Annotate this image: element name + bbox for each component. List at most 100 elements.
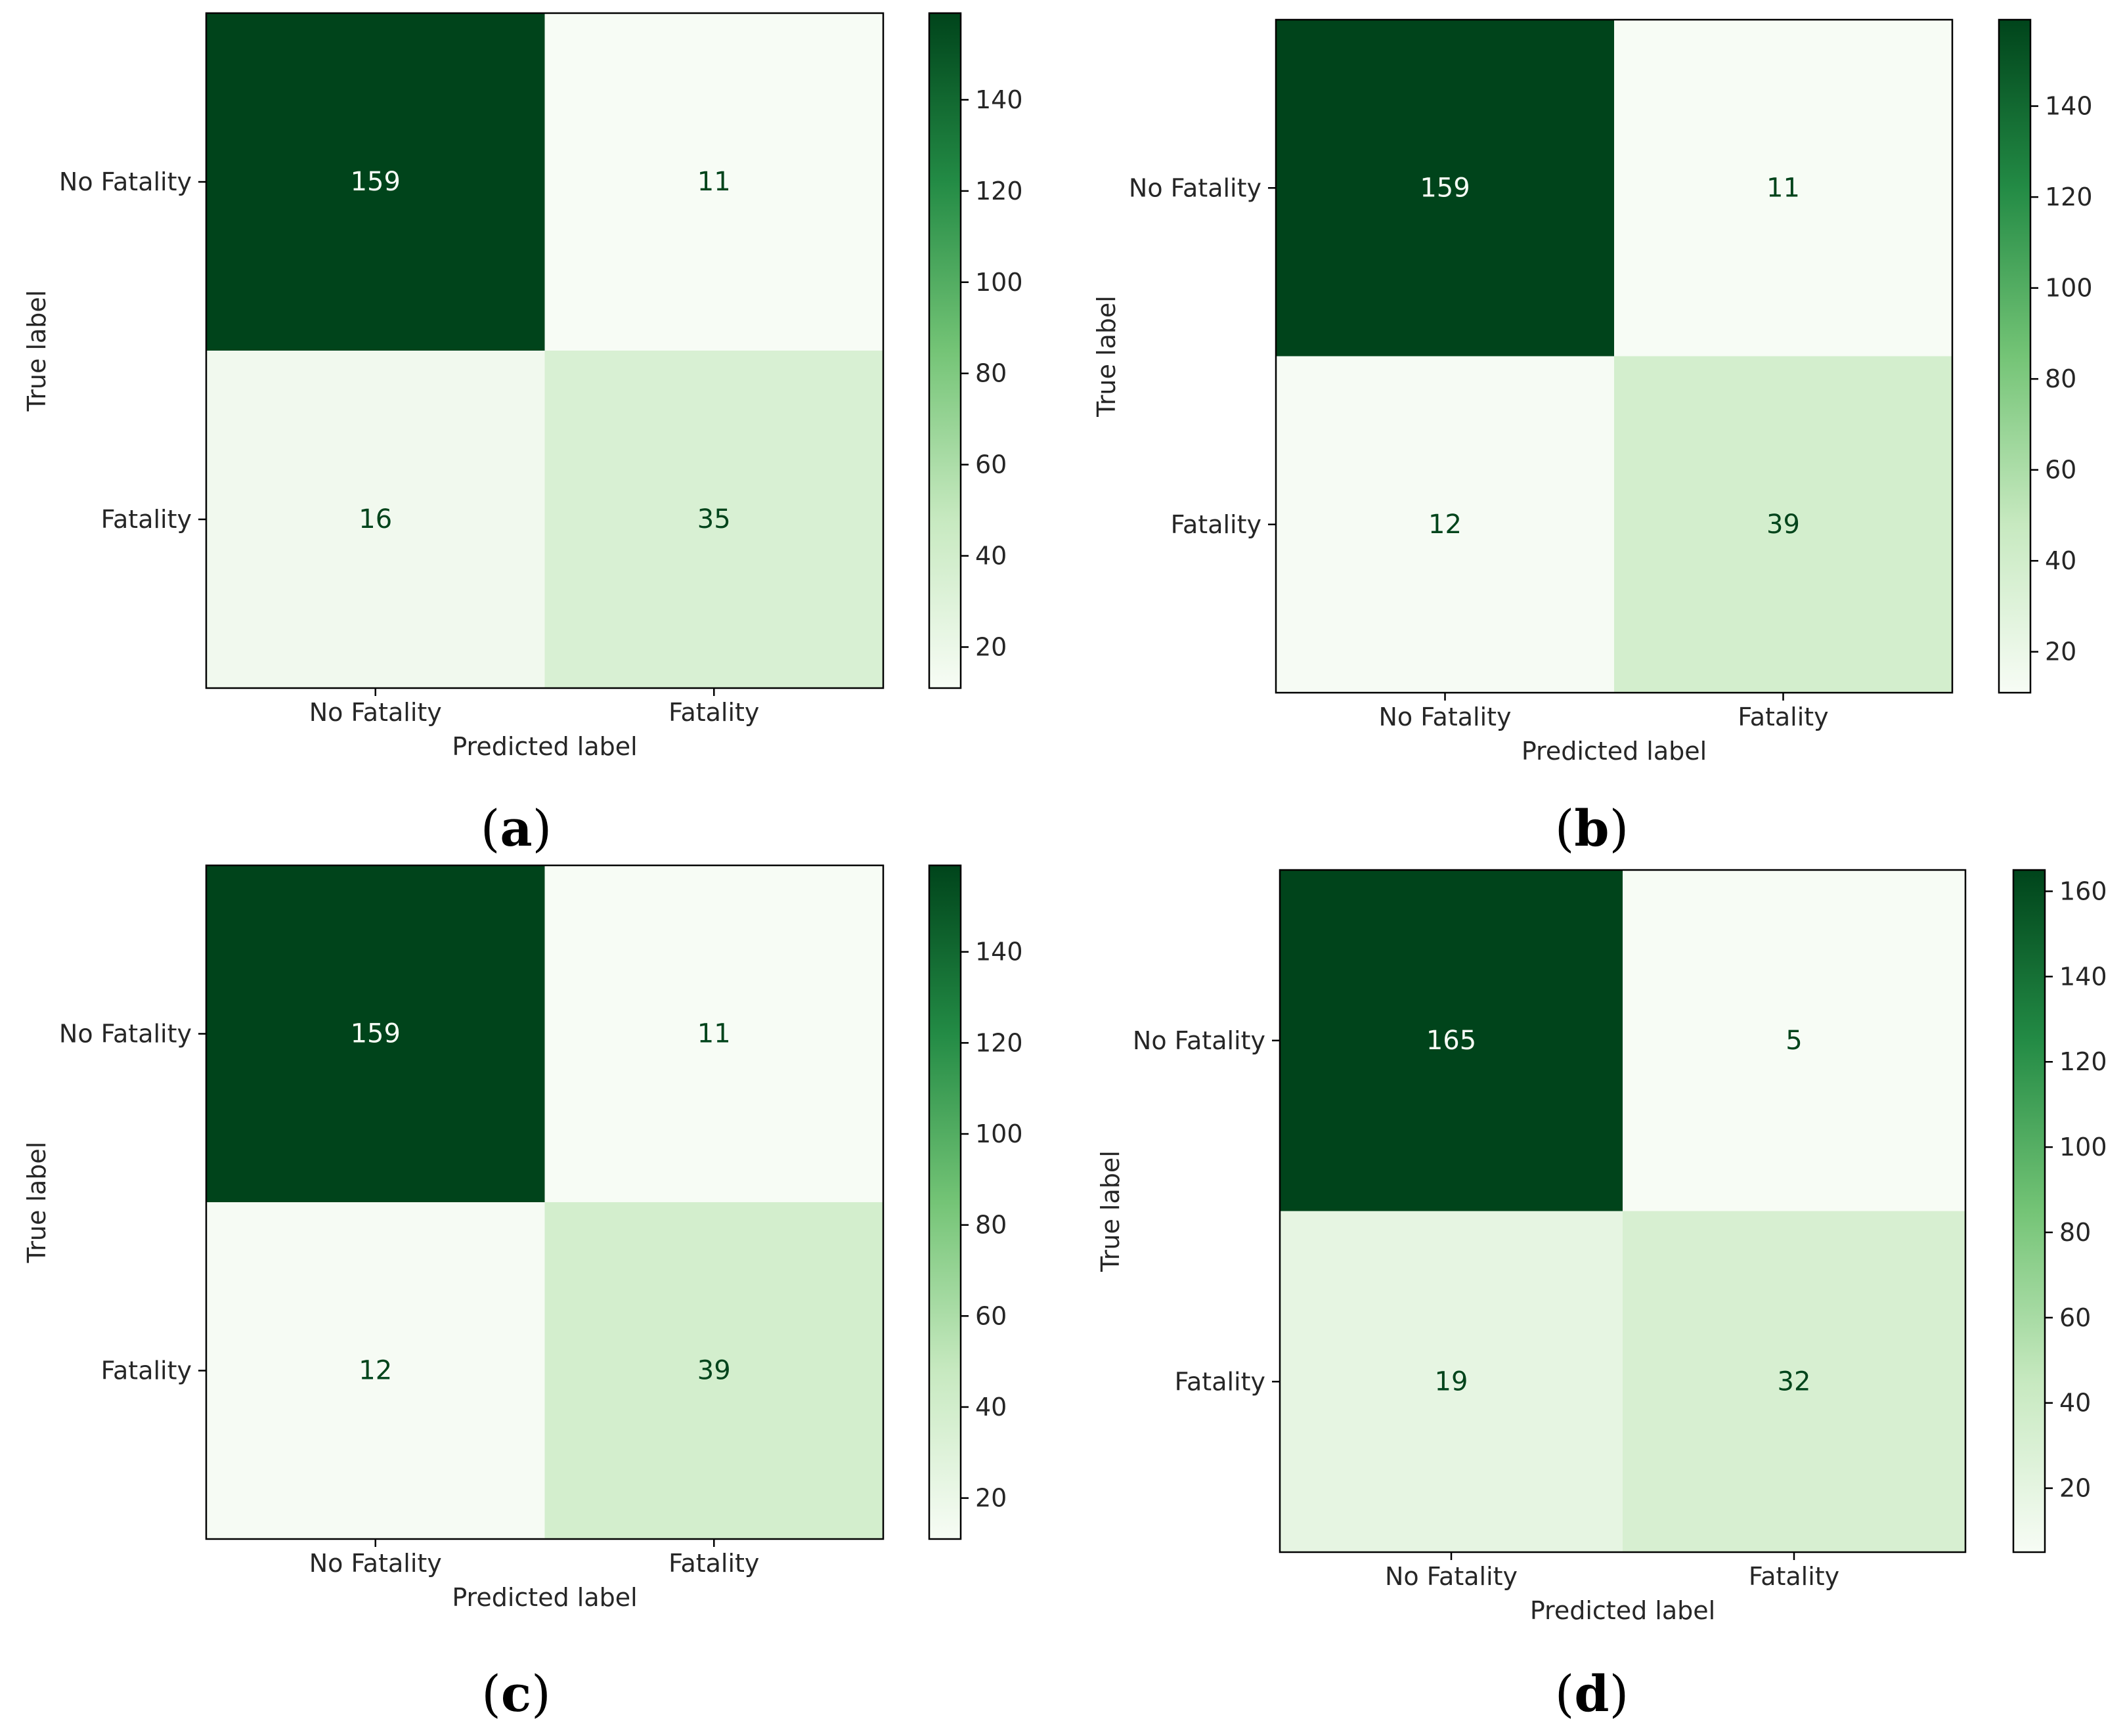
cell-value-label: 35 (697, 504, 731, 534)
cell-value-label: 16 (359, 504, 392, 534)
cell-value-label: 159 (351, 167, 401, 197)
colorbar-tick-label: 80 (975, 359, 1007, 388)
cell-value-label: 12 (359, 1356, 392, 1386)
heatmap-cell (544, 13, 883, 351)
x-axis-title: Predicted label (452, 1583, 637, 1612)
heatmap-cell (1614, 20, 1952, 357)
y-tick-label: Fatality (101, 1356, 192, 1385)
cell-value-label: 11 (1766, 173, 1800, 203)
axes-frame (1275, 18, 1954, 694)
x-tick-label: Fatality (1738, 703, 1828, 731)
x-tick-label: No Fatality (309, 698, 442, 727)
cell-value-label: 11 (697, 167, 731, 197)
y-axis-title: True label (22, 1142, 51, 1264)
colorbar-tick-label: 40 (975, 1393, 1007, 1421)
colorbar-tick-label: 120 (2059, 1047, 2107, 1076)
panel-b: 159 11 12 39 No Fatality Fatality No Fatality F… (1092, 18, 2093, 857)
colorbar-tick-label: 120 (2045, 183, 2093, 211)
colorbar-tick-label: 120 (975, 1028, 1023, 1057)
colorbar-tick-label: 20 (2059, 1474, 2091, 1503)
heatmap-cell (206, 865, 545, 1202)
colorbar-tick-label: 100 (975, 1119, 1023, 1148)
panel-a: 159 11 16 35 No Fatality Fatality No Fatality F… (22, 12, 1023, 857)
heatmap-cell (206, 1202, 545, 1539)
axes-frame (205, 864, 885, 1540)
heatmap-cell (1623, 870, 1965, 1211)
y-tick-label: No Fatality (59, 1020, 192, 1049)
x-tick-label: No Fatality (1378, 703, 1511, 731)
colorbar-tick-label: 100 (2059, 1133, 2107, 1161)
x-tick-label: No Fatality (309, 1549, 442, 1578)
heatmap-cell (206, 13, 545, 351)
colorbar-tick-label: 140 (975, 85, 1023, 114)
cell-value-label: 12 (1428, 510, 1462, 540)
colorbar-tick-label: 80 (975, 1211, 1007, 1240)
cell-value-label: 39 (697, 1356, 731, 1386)
colorbar-tick-label: 60 (2059, 1303, 2091, 1332)
colorbar-tick-label: 100 (975, 268, 1023, 297)
colorbar-tick-label: 60 (975, 1301, 1007, 1330)
cell-value-label: 19 (1435, 1366, 1468, 1397)
panel-caption: (c) (481, 1664, 551, 1723)
colorbar-tick-label: 140 (2059, 962, 2107, 991)
colorbar-tick-label: 20 (2045, 638, 2076, 666)
panel-caption: (d) (1555, 1664, 1629, 1723)
colorbar-tick-label: 40 (2045, 546, 2076, 575)
y-tick-label: Fatality (1171, 510, 1261, 539)
cell-value-label: 159 (351, 1019, 401, 1049)
colorbar-tick-label: 40 (2059, 1389, 2091, 1418)
heatmap-cell (206, 351, 545, 688)
colorbar-tick-label: 140 (2045, 92, 2093, 121)
colorbar-tick-label: 160 (2059, 877, 2107, 905)
panel-caption-letter: a (500, 799, 532, 857)
colorbar-tick-label: 40 (975, 542, 1007, 571)
cell-value-label: 5 (1785, 1026, 1802, 1056)
colorbar (928, 864, 962, 1540)
y-tick-label: Fatality (101, 505, 192, 534)
x-tick-label: Fatality (1749, 1562, 1839, 1591)
colorbar-tick-label: 80 (2059, 1218, 2091, 1247)
x-axis-title: Predicted label (1530, 1596, 1715, 1625)
panel-c: 159 11 12 39 No Fatality Fatality No Fatality F… (22, 864, 1023, 1723)
cell-value-label: 159 (1420, 173, 1470, 203)
cell-value-label: 32 (1778, 1366, 1811, 1397)
heatmap-cell (1280, 870, 1623, 1211)
colorbar-tick-label: 140 (975, 938, 1023, 966)
x-tick-label: No Fatality (1385, 1562, 1518, 1591)
x-axis-title: Predicted label (452, 732, 637, 761)
heatmap-cell (1623, 1211, 1965, 1552)
y-tick-label: No Fatality (1129, 173, 1261, 202)
colorbar (2012, 869, 2046, 1553)
colorbar-tick-label: 60 (975, 450, 1007, 479)
cell-value-label: 11 (697, 1019, 731, 1049)
cell-value-label: 39 (1766, 510, 1800, 540)
heatmap-cell (544, 865, 883, 1202)
panel-caption-letter: d (1574, 1664, 1609, 1723)
colorbar (1998, 18, 2032, 694)
axes-frame (1279, 869, 1967, 1553)
y-tick-label: No Fatality (1133, 1026, 1265, 1055)
colorbar-tick-label: 120 (975, 177, 1023, 206)
heatmap-cell (1280, 1211, 1623, 1552)
panel-caption-letter: b (1574, 799, 1609, 857)
cell-value-label: 165 (1426, 1026, 1476, 1056)
x-tick-label: Fatality (668, 698, 759, 727)
colorbar-tick-label: 100 (2045, 274, 2093, 303)
panel-d: 165 5 19 32 No Fatality Fatality No Fatality Fa… (1096, 869, 2107, 1723)
heatmap-cell (1614, 356, 1952, 693)
x-tick-label: Fatality (668, 1549, 759, 1578)
heatmap-cell (1276, 20, 1614, 357)
colorbar-tick-label: 80 (2045, 364, 2076, 393)
x-axis-title: Predicted label (1522, 737, 1707, 766)
axes-frame (205, 12, 885, 689)
y-tick-label: No Fatality (59, 167, 192, 196)
panel-caption: (b) (1555, 799, 1629, 857)
heatmap-cell (544, 351, 883, 688)
panel-caption: (a) (481, 799, 552, 857)
y-axis-title: True label (22, 290, 51, 412)
y-axis-title: True label (1096, 1150, 1125, 1272)
colorbar-tick-label: 20 (975, 632, 1007, 661)
colorbar-tick-label: 20 (975, 1484, 1007, 1513)
heatmap-cell (1276, 356, 1614, 693)
